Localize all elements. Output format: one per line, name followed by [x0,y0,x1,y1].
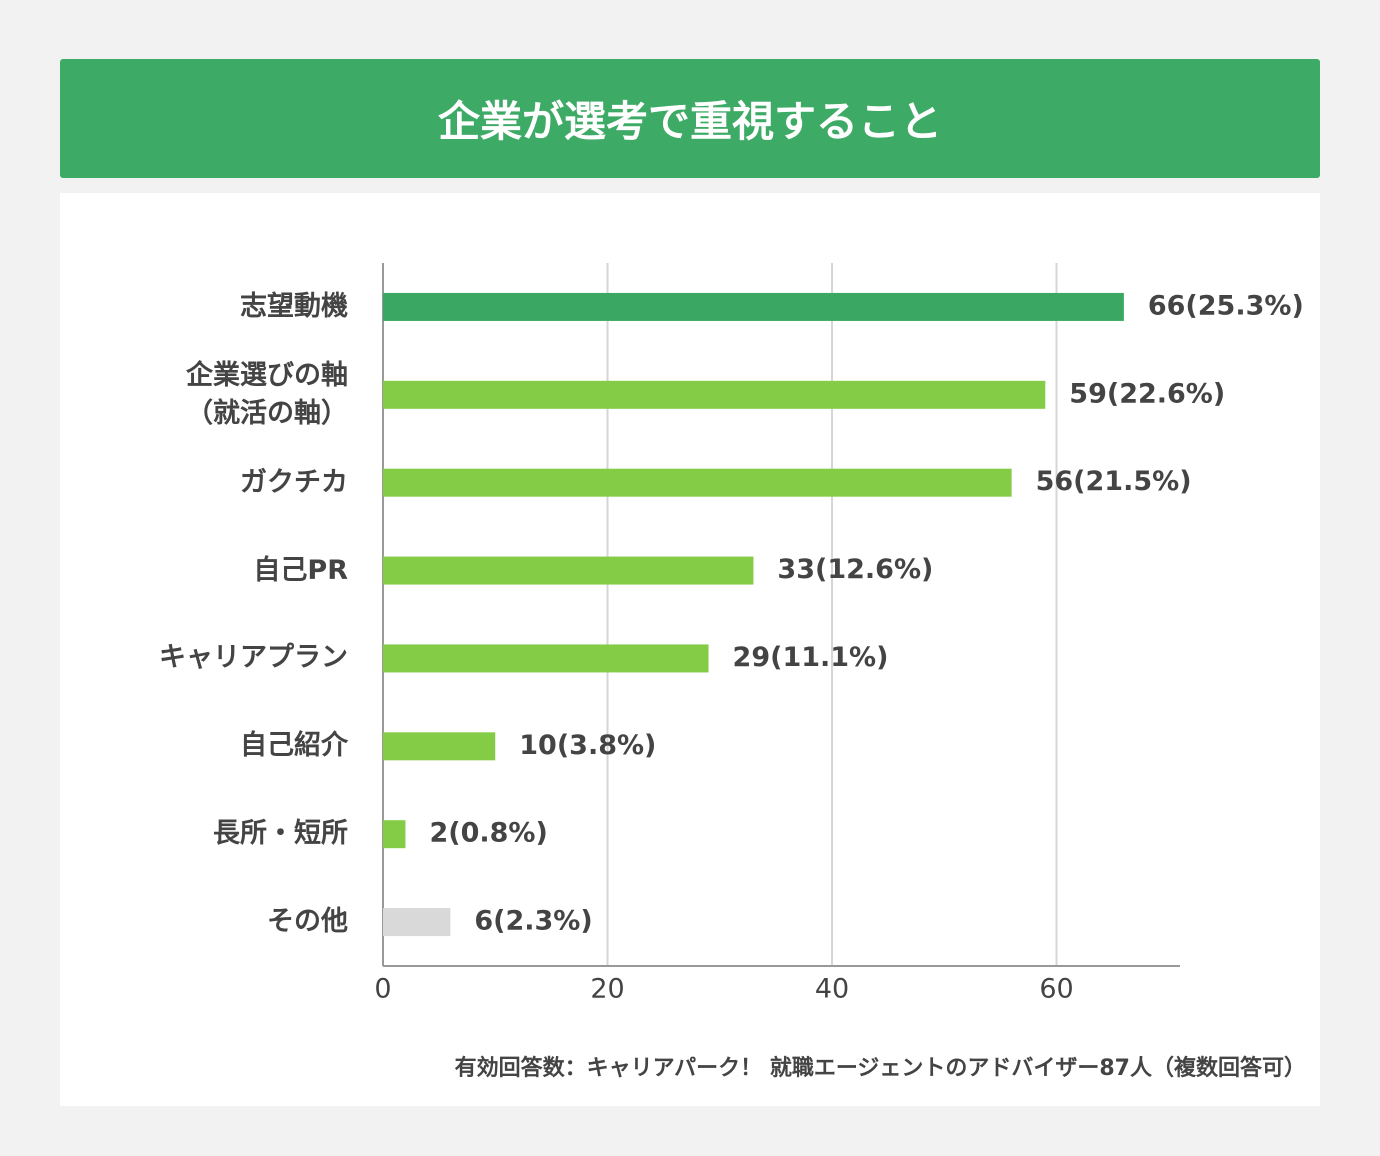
category-label: その他 [267,906,348,938]
category-label: 自己PR [253,554,348,586]
bar [383,292,1124,321]
value-label: 10(3.8%) [519,730,656,761]
bar [383,468,1012,497]
category-label: 自己紹介 [240,730,348,762]
category-label: ガクチカ [240,466,348,498]
x-tick-label: 0 [374,974,391,1005]
x-tick-label: 60 [1039,974,1073,1005]
category-label: 志望動機 [240,290,348,322]
title-banner: 企業が選考で重視すること [60,59,1320,178]
category-label: 長所・短所 [213,818,348,850]
x-tick-label: 20 [590,974,624,1005]
bar [383,644,709,673]
note: 有効回答数：キャリアパーク！ 就職エージェントのアドバイザー87人（複数回答可） [454,1056,1306,1081]
bar [383,908,451,937]
chart-title: 企業が選考で重視すること [437,97,942,146]
value-label: 29(11.1%) [733,642,889,673]
x-tick-label: 40 [815,974,849,1005]
bar [383,380,1046,409]
value-label: 56(21.5%) [1036,466,1192,497]
bar [383,732,496,761]
bar [383,556,754,585]
category-label: キャリアプラン [159,642,348,674]
bar [383,820,406,849]
value-label: 2(0.8%) [429,818,547,849]
value-label: 66(25.3%) [1148,290,1304,321]
category-label: 企業選びの軸 （就活の軸） [186,359,348,429]
value-label: 33(12.6%) [777,554,933,585]
value-label: 6(2.3%) [474,906,592,937]
value-label: 59(22.6%) [1069,378,1225,409]
